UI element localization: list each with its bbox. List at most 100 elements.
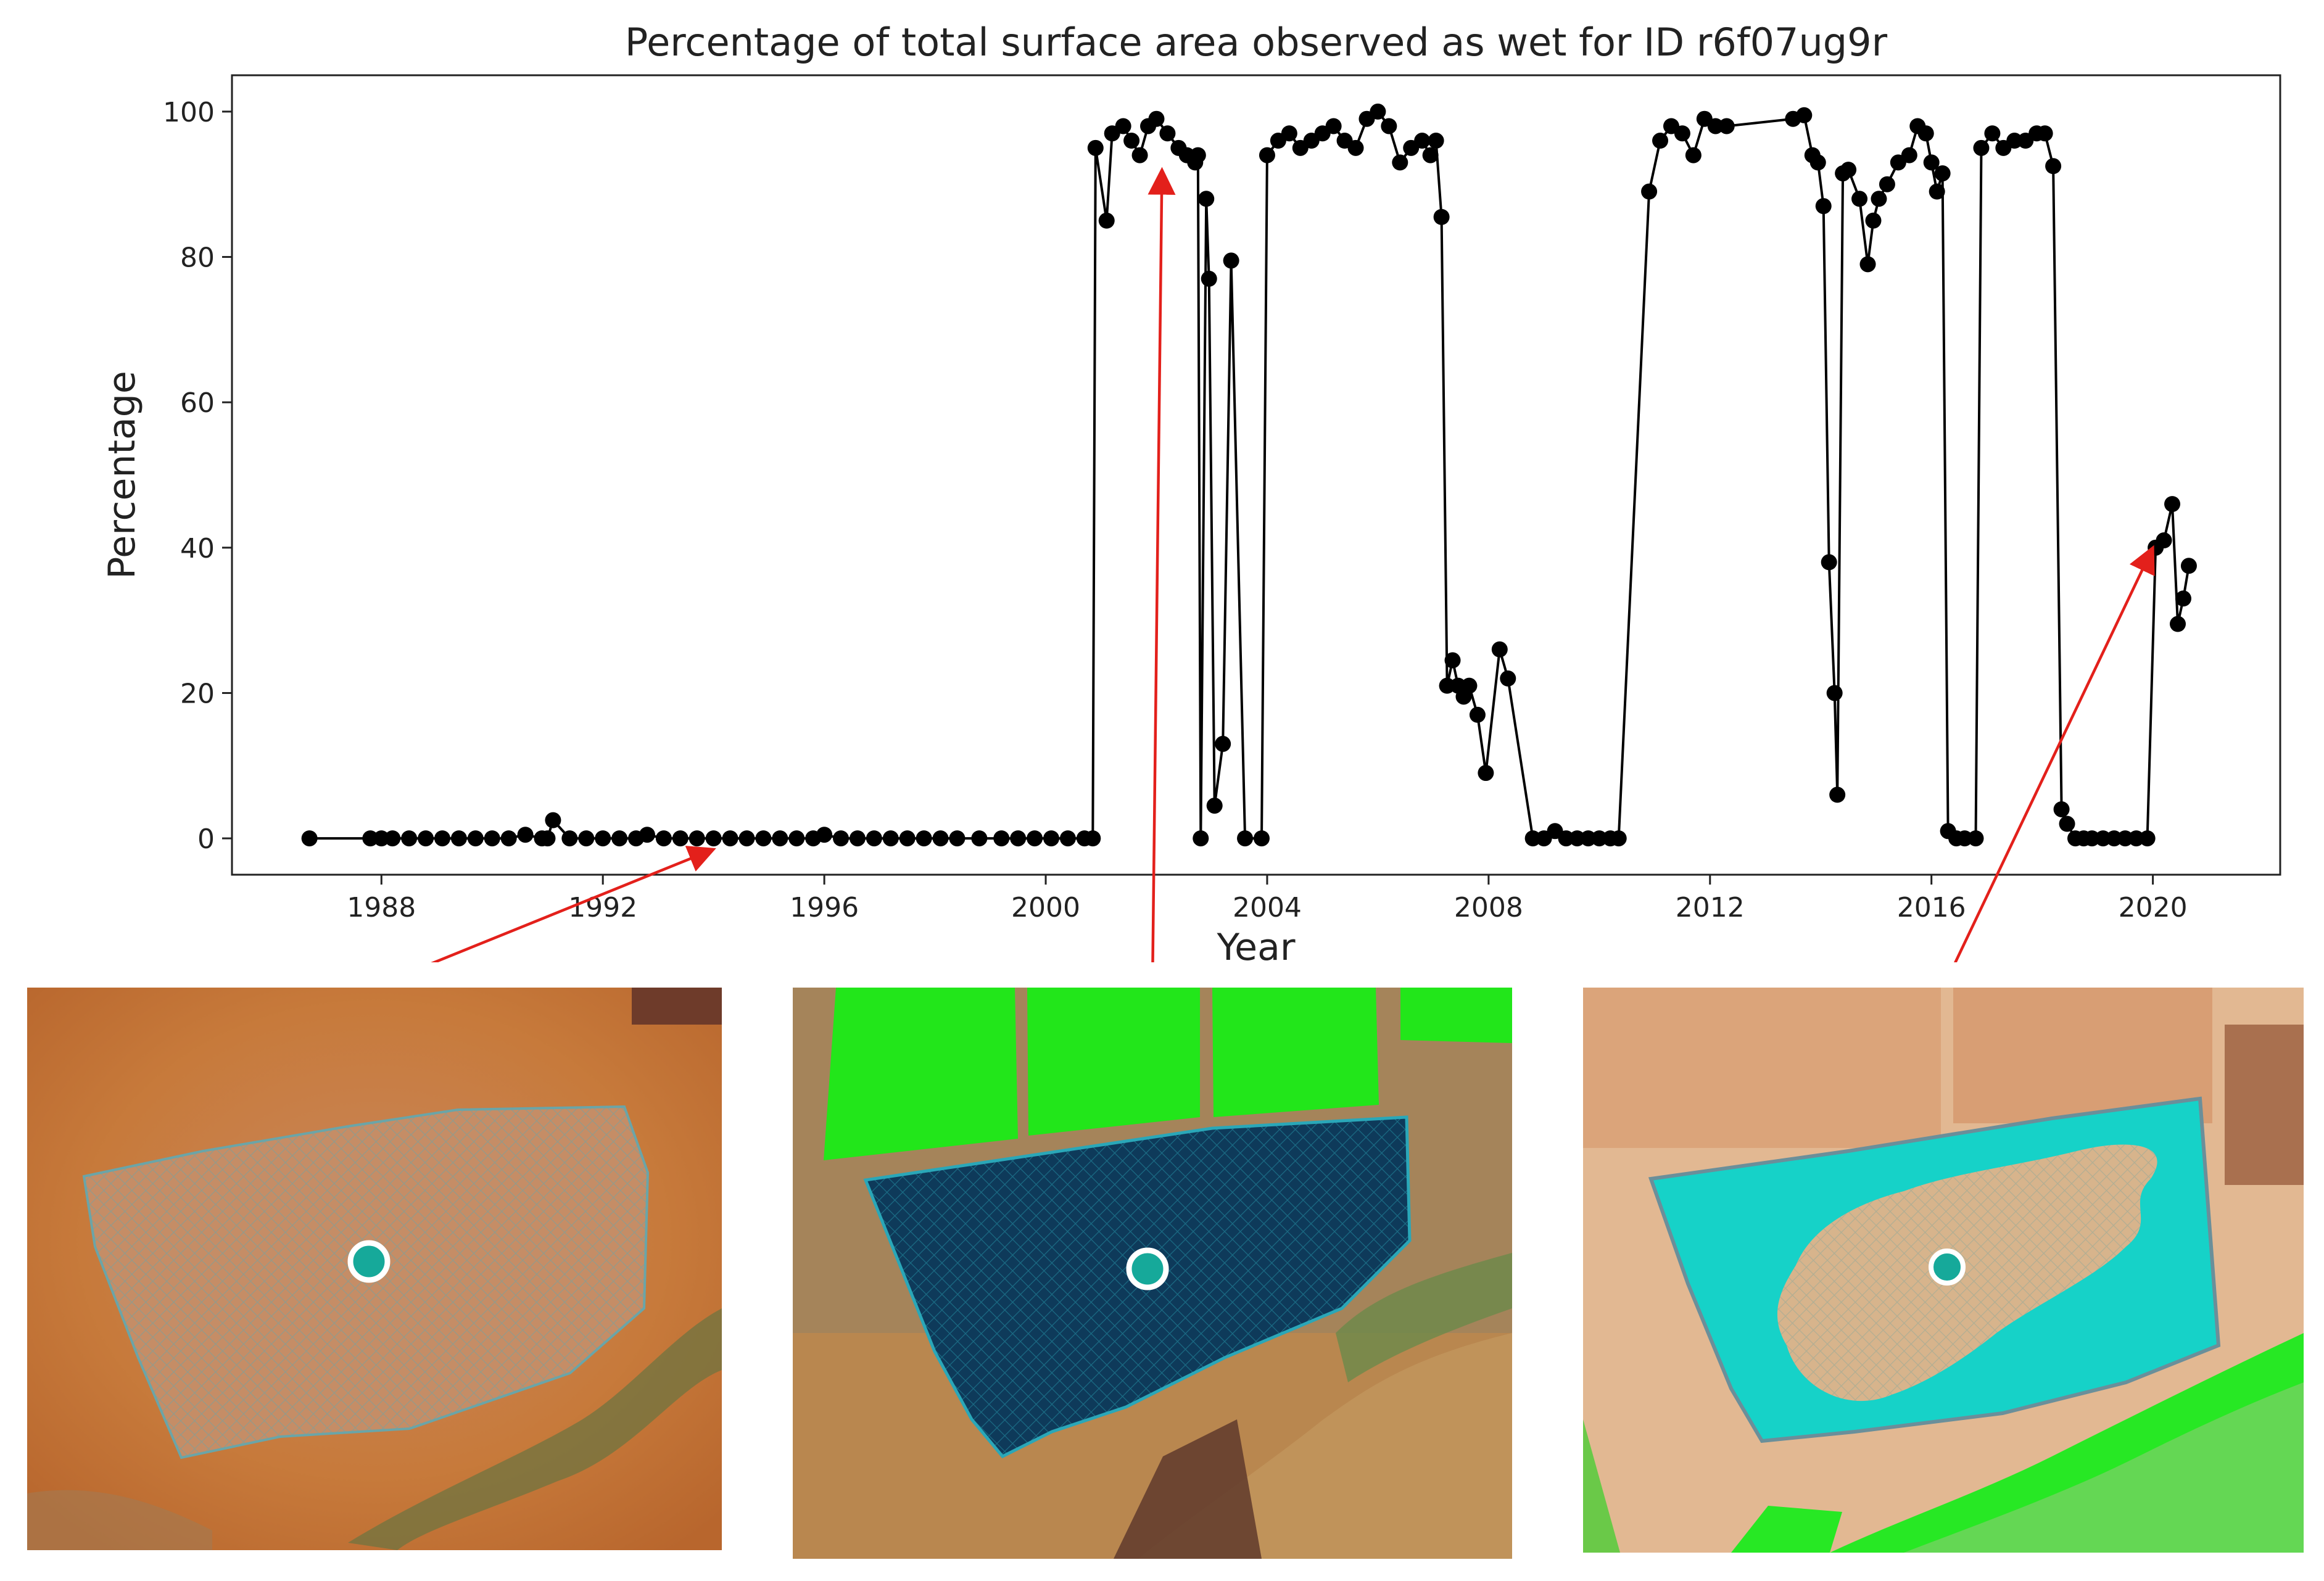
data-point [595,830,611,847]
data-point [1115,118,1131,134]
data-point [1569,830,1586,847]
data-point [2164,496,2181,513]
x-tick-label: 2004 [1233,892,1302,923]
data-point [1674,125,1690,142]
data-point [500,830,517,847]
annotation-arrows [431,167,2155,962]
partial-panel [1583,988,2304,1553]
data-point [2170,616,2186,632]
data-point [1815,198,1832,215]
data-point [578,830,595,847]
data-point [1253,830,1270,847]
data-point [1826,685,1843,701]
data-point [2059,815,2075,832]
data-point [2139,830,2156,847]
data-point [1934,165,1951,182]
data-point [1461,677,1478,694]
data-point [1859,256,1876,273]
green-field-1 [824,988,1018,1160]
data-point [788,830,805,847]
data-point [1851,191,1868,207]
x-axis-ticks: 1988 1992 1996 2000 2004 2008 2012 2016 2020 [347,875,2188,923]
data-point [816,827,833,843]
data-point [1098,212,1115,229]
data-point [755,830,772,847]
dry-panel [27,988,722,1550]
data-point [467,830,484,847]
data-point [1829,786,1846,803]
data-point [772,830,788,847]
data-point [2175,590,2191,607]
data-point [1500,670,1516,687]
data-point [833,830,850,847]
data-point [1469,706,1486,723]
data-point [418,830,434,847]
data-point [373,830,390,847]
data-point [1580,830,1597,847]
data-point [1718,118,1735,134]
data-point [932,830,949,847]
data-point [705,830,722,847]
data-point [1325,118,1342,134]
annotation-arrow [1148,167,1176,962]
data-point [899,830,916,847]
data-point [2037,125,2053,142]
data-point [1685,147,1702,163]
data-point [689,830,705,847]
data-point [1491,641,1508,658]
data-point [1591,830,1608,847]
data-point [1478,765,1494,782]
plot-area-frame [231,74,2281,876]
data-point [1821,554,1837,571]
y-tick-label: 40 [180,533,215,564]
data-point [1206,798,1223,814]
data-point [1809,154,1826,171]
x-tick-label: 2000 [1011,892,1080,923]
data-point [1201,270,1217,287]
wet-centroid-marker [1126,1247,1169,1290]
green-field-4 [1400,988,1512,1043]
data-point [1984,125,2001,142]
data-point [1652,133,1669,149]
data-point [916,830,932,847]
y-axis-ticks: 0 20 40 60 80 100 [163,97,232,855]
data-point [1347,139,1364,156]
data-point [1281,125,1297,142]
y-tick-label: 80 [180,242,215,274]
x-tick-label: 2020 [2119,892,2188,923]
data-point [2117,830,2133,847]
data-point [1956,830,1973,847]
data-point [1879,176,1895,192]
y-tick-label: 0 [197,824,215,855]
data-point [1370,103,1386,120]
data-point [1929,183,1945,200]
data-point [849,830,866,847]
data-point [2156,532,2172,549]
data-point [1610,830,1627,847]
series-layer [301,103,2197,847]
data-point [1923,154,1940,171]
data-point [1027,830,1043,847]
data-point [655,830,672,847]
data-point [2180,558,2197,574]
data-point [434,830,450,847]
data-point [2094,830,2111,847]
data-point [2083,830,2100,847]
x-tick-label: 1988 [347,892,416,923]
data-point [1392,154,1408,171]
y-tick-label: 60 [180,387,215,419]
data-point [1087,139,1104,156]
data-point [1193,830,1209,847]
green-field-2 [1027,988,1200,1136]
wet-area-chart: Percentage of total surface area observe… [101,20,2281,962]
data-point [1223,252,1239,269]
data-point [639,827,655,843]
data-point [1558,830,1574,847]
data-point [545,812,561,828]
y-tick-label: 100 [163,97,215,128]
data-point [1159,125,1176,142]
data-point [993,830,1010,847]
data-point [450,830,467,847]
wet-panel [793,988,1512,1559]
x-tick-label: 2008 [1454,892,1523,923]
